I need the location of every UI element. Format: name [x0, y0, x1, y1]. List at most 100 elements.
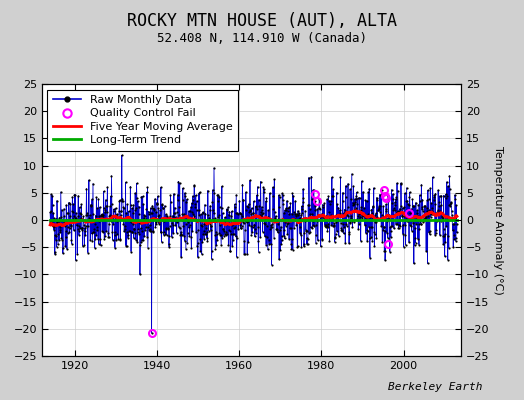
Point: [365, 186, 374, 192]
Point: [303, 235, 311, 241]
Point: [385, 216, 393, 222]
Point: [358, 212, 367, 218]
Point: [400, 204, 408, 210]
Point: [254, 238, 263, 244]
Point: [272, 226, 281, 233]
Point: [322, 213, 331, 219]
Point: [374, 207, 382, 213]
Point: [184, 219, 192, 225]
Point: [194, 227, 202, 233]
Point: [282, 207, 290, 214]
Point: [271, 215, 279, 221]
Point: [295, 216, 303, 222]
Point: [433, 209, 442, 215]
Point: [167, 217, 176, 223]
Point: [174, 178, 182, 185]
Point: [198, 223, 206, 230]
Point: [81, 225, 89, 231]
Point: [250, 222, 258, 228]
Point: [214, 198, 222, 205]
Point: [215, 204, 224, 210]
Point: [300, 243, 308, 250]
Point: [435, 199, 443, 206]
Point: [119, 204, 127, 210]
Point: [129, 202, 138, 208]
Point: [176, 232, 184, 238]
Point: [148, 202, 157, 209]
Point: [80, 221, 88, 228]
Point: [319, 204, 328, 211]
Point: [236, 222, 245, 228]
Point: [186, 208, 194, 214]
Point: [293, 244, 301, 250]
Point: [190, 182, 198, 188]
Point: [267, 224, 275, 230]
Point: [384, 197, 392, 204]
Point: [234, 226, 243, 232]
Point: [406, 222, 414, 228]
Point: [52, 232, 60, 239]
Point: [311, 198, 319, 205]
Point: [118, 198, 127, 205]
Point: [87, 202, 95, 209]
Point: [418, 206, 426, 212]
Point: [243, 251, 252, 257]
Point: [242, 189, 250, 195]
Point: [290, 216, 298, 223]
Point: [296, 224, 304, 230]
Point: [410, 242, 419, 248]
Point: [393, 221, 401, 228]
Point: [294, 208, 302, 214]
Point: [52, 216, 60, 222]
Point: [451, 196, 460, 202]
Point: [50, 215, 59, 222]
Point: [204, 212, 212, 218]
Point: [177, 254, 185, 260]
Point: [286, 200, 294, 206]
Point: [429, 210, 437, 216]
Point: [361, 213, 369, 220]
Point: [369, 185, 378, 191]
Point: [212, 218, 220, 224]
Point: [89, 228, 97, 235]
Point: [188, 200, 196, 206]
Point: [54, 218, 63, 224]
Point: [238, 212, 246, 219]
Point: [350, 183, 358, 189]
Point: [419, 218, 427, 224]
Point: [173, 192, 182, 198]
Point: [318, 236, 326, 242]
Point: [340, 224, 348, 230]
Point: [302, 214, 310, 221]
Point: [227, 208, 236, 214]
Point: [250, 222, 259, 228]
Point: [379, 203, 388, 210]
Point: [423, 260, 432, 266]
Point: [201, 210, 210, 217]
Point: [78, 225, 86, 232]
Point: [130, 225, 138, 232]
Point: [397, 181, 406, 188]
Point: [70, 192, 79, 198]
Point: [205, 215, 213, 221]
Point: [323, 228, 332, 234]
Point: [103, 184, 112, 190]
Point: [111, 229, 119, 235]
Point: [212, 229, 220, 236]
Point: [226, 248, 234, 254]
Point: [336, 210, 344, 216]
Point: [244, 201, 253, 207]
Text: 52.408 N, 114.910 W (Canada): 52.408 N, 114.910 W (Canada): [157, 32, 367, 45]
Point: [408, 227, 416, 234]
Point: [178, 211, 187, 218]
Point: [108, 212, 117, 219]
Point: [205, 220, 214, 227]
Point: [115, 208, 123, 214]
Point: [202, 224, 210, 231]
Point: [66, 201, 74, 207]
Point: [256, 178, 265, 185]
Point: [395, 222, 403, 228]
Point: [177, 229, 185, 236]
Point: [399, 244, 408, 250]
Point: [425, 207, 433, 213]
